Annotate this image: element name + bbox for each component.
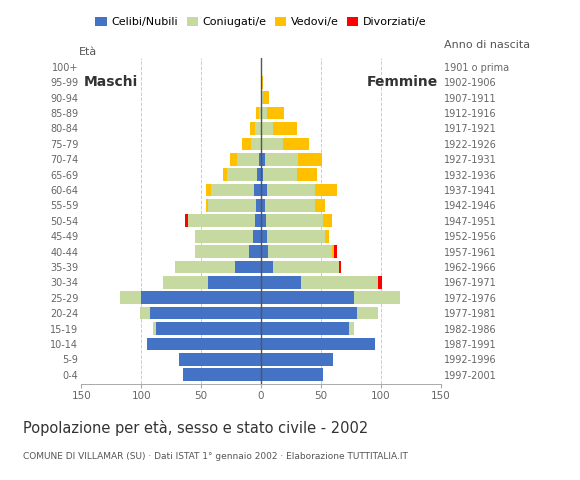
Bar bbox=[261, 199, 264, 212]
Bar bbox=[354, 291, 400, 304]
Bar bbox=[188, 215, 255, 227]
Bar bbox=[242, 137, 251, 150]
Bar bbox=[323, 215, 332, 227]
Bar bbox=[227, 168, 258, 181]
Bar bbox=[259, 153, 261, 166]
Text: Femmine: Femmine bbox=[367, 75, 438, 89]
Bar bbox=[140, 307, 150, 320]
Bar bbox=[206, 199, 208, 212]
Bar bbox=[206, 184, 211, 196]
Bar bbox=[153, 322, 155, 335]
Bar bbox=[273, 122, 297, 135]
Bar bbox=[230, 153, 237, 166]
Bar bbox=[282, 137, 309, 150]
Bar bbox=[175, 261, 235, 273]
Bar bbox=[273, 261, 339, 273]
Bar bbox=[261, 245, 268, 258]
Bar bbox=[150, 307, 261, 320]
Bar bbox=[261, 276, 300, 288]
Bar bbox=[315, 184, 336, 196]
Bar bbox=[334, 245, 336, 258]
Text: COMUNE DI VILLAMAR (SU) · Dati ISTAT 1° gennaio 2002 · Elaborazione TUTTITALIA.I: COMUNE DI VILLAMAR (SU) · Dati ISTAT 1° … bbox=[23, 452, 408, 461]
Bar bbox=[253, 230, 261, 242]
Bar bbox=[266, 215, 323, 227]
Bar bbox=[300, 276, 379, 288]
Bar bbox=[119, 291, 141, 304]
Bar bbox=[256, 107, 259, 120]
Bar bbox=[298, 153, 322, 166]
Bar bbox=[195, 230, 253, 242]
Bar bbox=[261, 137, 282, 150]
Bar bbox=[357, 307, 379, 320]
Bar bbox=[264, 153, 298, 166]
Bar bbox=[147, 337, 261, 350]
Bar bbox=[261, 353, 333, 366]
Text: Età: Età bbox=[79, 47, 97, 57]
Bar bbox=[250, 122, 255, 135]
Text: Maschi: Maschi bbox=[84, 75, 138, 89]
Bar bbox=[235, 261, 261, 273]
Bar bbox=[261, 122, 273, 135]
Bar bbox=[261, 230, 267, 242]
Bar bbox=[256, 199, 261, 212]
Bar bbox=[255, 122, 261, 135]
Bar bbox=[325, 230, 329, 242]
Bar bbox=[163, 276, 208, 288]
Bar bbox=[261, 107, 267, 120]
Text: Anno di nascita: Anno di nascita bbox=[444, 40, 530, 50]
Bar bbox=[261, 168, 263, 181]
Legend: Celibi/Nubili, Coniugati/e, Vedovi/e, Divorziati/e: Celibi/Nubili, Coniugati/e, Vedovi/e, Di… bbox=[91, 12, 431, 32]
Bar bbox=[267, 107, 284, 120]
Bar bbox=[263, 168, 297, 181]
Bar bbox=[223, 168, 227, 181]
Bar bbox=[268, 245, 332, 258]
Bar bbox=[379, 276, 382, 288]
Bar bbox=[249, 245, 261, 258]
Bar bbox=[261, 322, 349, 335]
Bar bbox=[179, 353, 261, 366]
Bar bbox=[259, 107, 261, 120]
Bar bbox=[208, 276, 261, 288]
Bar bbox=[332, 245, 334, 258]
Bar bbox=[267, 230, 325, 242]
Bar bbox=[261, 291, 354, 304]
Bar bbox=[255, 215, 261, 227]
Bar bbox=[267, 184, 315, 196]
Bar bbox=[251, 137, 261, 150]
Bar bbox=[261, 184, 267, 196]
Bar bbox=[261, 337, 375, 350]
Bar bbox=[349, 322, 354, 335]
Bar bbox=[315, 199, 325, 212]
Bar bbox=[297, 168, 317, 181]
Bar bbox=[263, 91, 269, 104]
Bar bbox=[155, 322, 261, 335]
Bar bbox=[264, 199, 315, 212]
Bar bbox=[258, 168, 261, 181]
Bar bbox=[186, 215, 188, 227]
Bar bbox=[195, 245, 249, 258]
Bar bbox=[261, 307, 357, 320]
Bar bbox=[141, 291, 261, 304]
Bar bbox=[237, 153, 259, 166]
Bar bbox=[208, 199, 256, 212]
Bar bbox=[261, 91, 263, 104]
Bar bbox=[261, 261, 273, 273]
Bar bbox=[261, 153, 264, 166]
Bar bbox=[211, 184, 254, 196]
Text: Popolazione per età, sesso e stato civile - 2002: Popolazione per età, sesso e stato civil… bbox=[23, 420, 368, 436]
Bar bbox=[254, 184, 261, 196]
Bar bbox=[261, 215, 266, 227]
Bar bbox=[261, 369, 323, 381]
Bar bbox=[183, 369, 261, 381]
Bar bbox=[339, 261, 341, 273]
Bar bbox=[261, 76, 263, 88]
